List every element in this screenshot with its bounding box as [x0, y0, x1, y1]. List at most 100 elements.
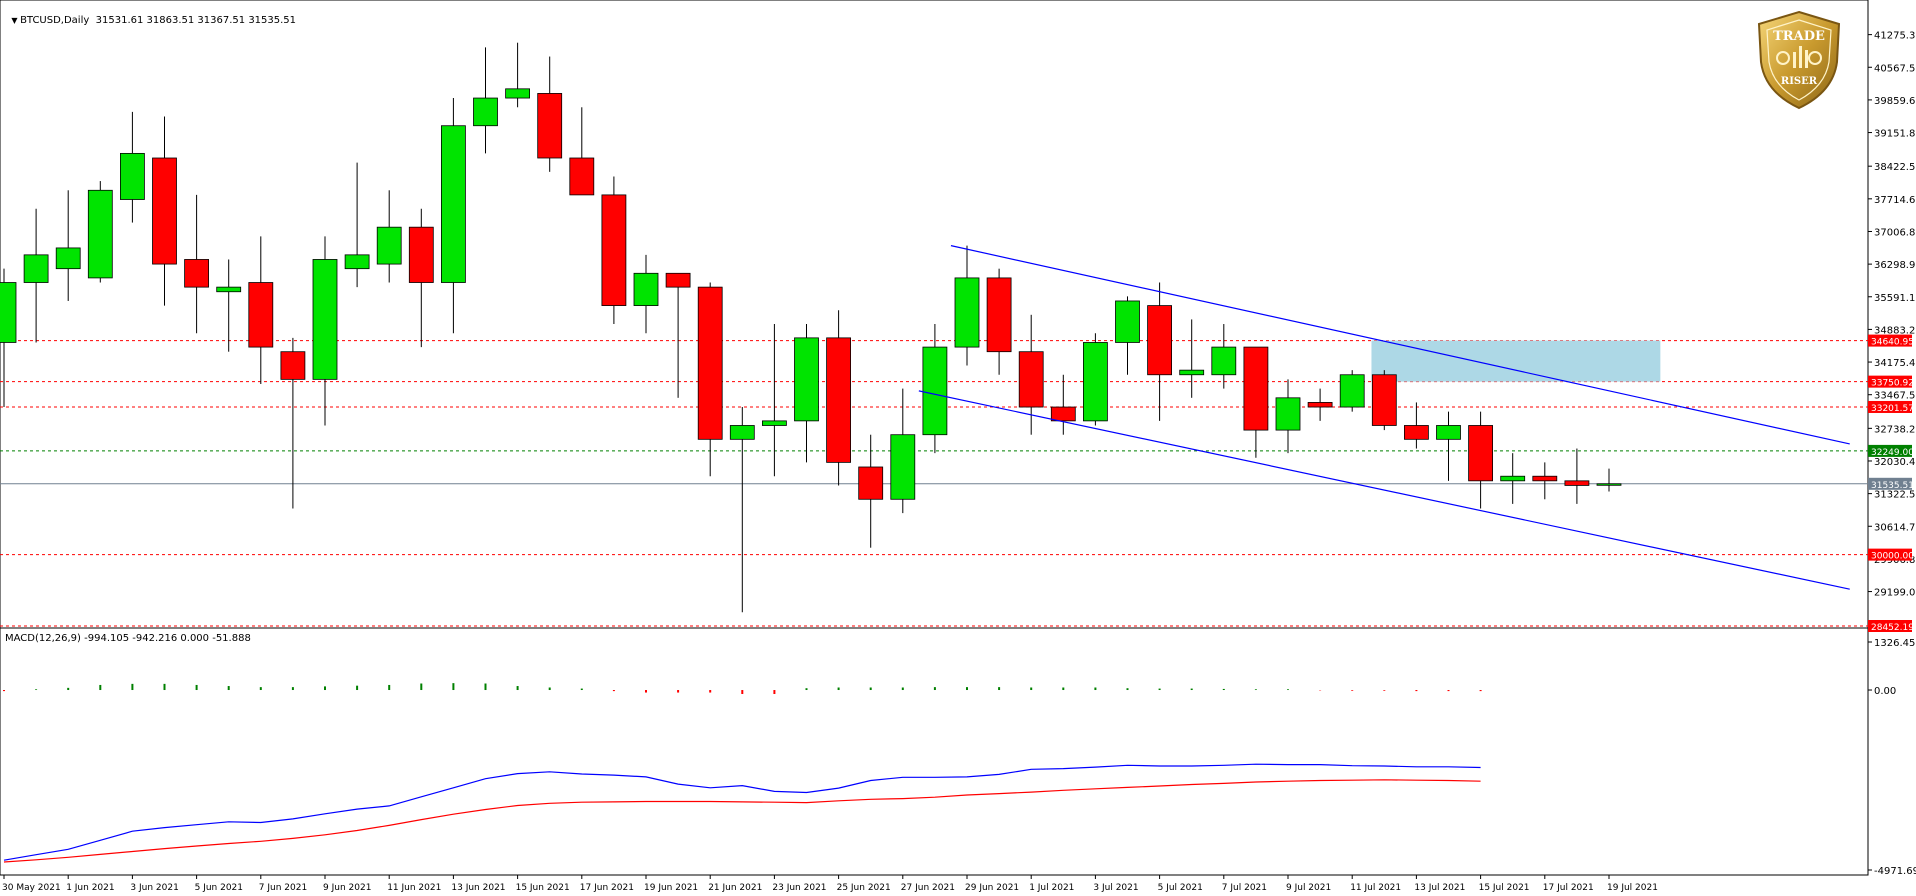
candle-body [794, 337, 819, 422]
candle-body [505, 88, 531, 99]
candle-body [1050, 406, 1076, 422]
time-tick-label: 9 Jul 2021 [1286, 883, 1331, 893]
time-tick-label: 15 Jun 2021 [516, 883, 570, 893]
candle-body [184, 259, 210, 288]
candle-body [1179, 369, 1205, 376]
time-tick-label: 5 Jul 2021 [1158, 883, 1203, 893]
price-axis[interactable]: 41275.35 40567.50 39859.65 39151.80 38422.50… [1868, 31, 1916, 877]
price-tick-label: 38422.50 [1874, 162, 1916, 173]
time-tick-label: 19 Jun 2021 [644, 883, 698, 893]
level-label: 33201.57 [1871, 404, 1914, 414]
candle-body [1083, 342, 1108, 422]
macd-tick-label: 1326.459 [1874, 638, 1916, 649]
candle-body [697, 286, 723, 440]
price-tick-label: 33467.55 [1874, 391, 1916, 402]
candle-body [1243, 346, 1269, 431]
candle-body [1500, 475, 1526, 482]
candle-body [569, 157, 595, 196]
candle-body [1564, 480, 1590, 486]
macd-main-line [3, 763, 1481, 861]
level-label: 28452.19 [1871, 623, 1914, 633]
level-price-labels: 34640.95 33750.92 33201.57 32249.00 31535.51… [1868, 334, 1914, 633]
level-label: 32249.00 [1871, 448, 1914, 458]
level-label-bg [1868, 444, 1912, 457]
candle-body [120, 152, 145, 200]
time-tick-label: 19 Jul 2021 [1607, 883, 1658, 893]
candle-body [87, 189, 113, 279]
level-label-bg [1868, 400, 1912, 413]
candle-body [986, 277, 1012, 353]
price-tick-label: 32738.25 [1874, 424, 1916, 435]
candle-body [1404, 425, 1429, 440]
price-tick-label: 32030.40 [1874, 457, 1916, 468]
candle-body [408, 226, 434, 283]
candle-body [312, 259, 338, 380]
time-tick-label: 25 Jun 2021 [837, 883, 891, 893]
candle-body [826, 337, 851, 463]
candle-body [1115, 300, 1140, 343]
price-tick-label: 40567.50 [1874, 63, 1916, 74]
candle-body [890, 434, 916, 500]
candle-body [1468, 425, 1493, 482]
candle-body [344, 254, 370, 270]
price-tick-label: 39151.80 [1874, 129, 1916, 140]
price-tick-label: 30614.70 [1874, 522, 1916, 533]
level-label: 31535.51 [1871, 481, 1914, 491]
macd-signal-line [3, 779, 1481, 863]
time-tick-label: 11 Jul 2021 [1350, 883, 1401, 893]
price-tick-label: 39859.65 [1874, 96, 1916, 107]
logo-word-riser: RISER [1781, 76, 1818, 87]
trend-line [918, 390, 1850, 590]
candle-body [1018, 351, 1044, 408]
time-tick-label: 3 Jun 2021 [130, 883, 178, 893]
candle-body [1275, 397, 1301, 431]
level-label-bg [1868, 375, 1912, 388]
time-tick-label: 5 Jun 2021 [195, 883, 243, 893]
price-tick-label: 35591.10 [1874, 293, 1916, 304]
time-tick-label: 7 Jun 2021 [259, 883, 307, 893]
price-tick-label: 29199.00 [1874, 588, 1916, 599]
macd-indicator [3, 683, 1482, 863]
candle-body [1596, 483, 1622, 486]
candle-body [473, 97, 498, 127]
candle-body [216, 286, 242, 293]
price-tick-label: 31322.55 [1874, 490, 1916, 501]
level-label-bg [1868, 548, 1912, 561]
time-tick-label: 13 Jul 2021 [1414, 883, 1465, 893]
logo-word-trade: TRADE [1773, 29, 1825, 44]
time-tick-label: 3 Jul 2021 [1093, 883, 1138, 893]
chart-header: ▼ BTCUSD,Daily 31531.61 31863.51 31367.5… [5, 4, 296, 26]
candlesticks [0, 42, 1622, 613]
trend-channel [918, 245, 1850, 590]
candle-body [55, 247, 81, 270]
candle-body [248, 282, 274, 348]
price-tick-label: 37714.65 [1874, 195, 1916, 206]
level-label: 33750.92 [1871, 379, 1914, 389]
candle-body [152, 157, 177, 265]
candle-body [922, 346, 948, 436]
macd-header: MACD(12,26,9) -994.105 -942.216 0.000 -5… [5, 633, 251, 644]
level-label-bg [1868, 334, 1912, 347]
candle-body [280, 351, 306, 380]
candle-body [1147, 305, 1172, 376]
macd-tick-label: 0.00 [1874, 686, 1896, 697]
time-tick-label: 1 Jun 2021 [66, 883, 114, 893]
time-tick-label: 1 Jul 2021 [1029, 883, 1074, 893]
price-tick-label: 41275.35 [1874, 31, 1916, 42]
candle-body [762, 420, 787, 426]
price-tick-label: 36298.95 [1874, 260, 1916, 271]
time-tick-label: 11 Jun 2021 [387, 883, 441, 893]
time-tick-label: 30 May 2021 [2, 883, 61, 893]
candle-body [1532, 475, 1558, 482]
candle-body [729, 425, 755, 440]
time-tick-label: 9 Jun 2021 [323, 883, 371, 893]
candle-body [1436, 425, 1461, 440]
time-axis[interactable]: 30 May 2021 1 Jun 2021 3 Jun 2021 5 Jun 202… [2, 875, 1658, 893]
candle-body [1307, 402, 1333, 408]
time-tick-label: 17 Jun 2021 [580, 883, 634, 893]
price-tick-label: 37006.80 [1874, 227, 1916, 238]
time-tick-label: 23 Jun 2021 [772, 883, 826, 893]
time-tick-label: 29 Jun 2021 [965, 883, 1019, 893]
collapse-triangle-icon[interactable]: ▼ [11, 16, 21, 25]
